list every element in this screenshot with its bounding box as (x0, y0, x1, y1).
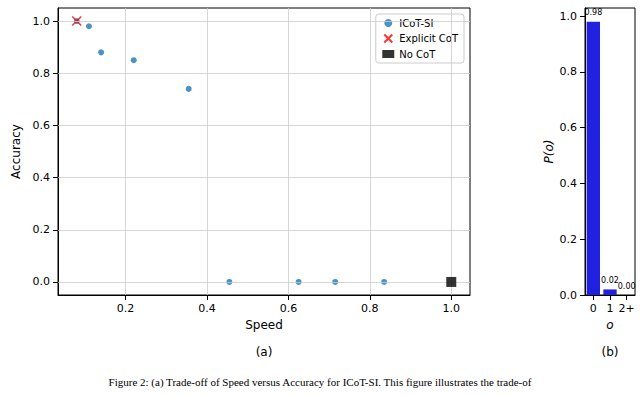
svg-text:0.4: 0.4 (198, 302, 216, 315)
svg-text:0.2: 0.2 (33, 223, 51, 236)
svg-text:Explicit CoT: Explicit CoT (399, 33, 459, 44)
svg-text:0.6: 0.6 (33, 119, 51, 132)
svg-text:0.98: 0.98 (584, 8, 602, 17)
svg-text:Figure 2: (a) Trade-off of Spe: Figure 2: (a) Trade-off of Speed versus … (109, 376, 532, 389)
svg-text:0.2: 0.2 (560, 233, 578, 246)
svg-text:0.4: 0.4 (33, 171, 51, 184)
svg-text:P(o): P(o) (542, 140, 556, 164)
svg-text:No CoT: No CoT (399, 49, 436, 60)
svg-text:1.0: 1.0 (443, 302, 461, 315)
svg-text:0.02: 0.02 (601, 276, 619, 285)
svg-text:1.0: 1.0 (33, 15, 51, 28)
svg-text:(a): (a) (256, 345, 273, 359)
svg-text:0.6: 0.6 (280, 302, 298, 315)
svg-text:0.6: 0.6 (560, 121, 578, 134)
svg-text:0.8: 0.8 (560, 65, 578, 78)
svg-text:0.4: 0.4 (560, 177, 578, 190)
svg-text:0.0: 0.0 (560, 289, 578, 302)
svg-text:1.0: 1.0 (560, 10, 578, 23)
svg-text:Speed: Speed (245, 318, 283, 332)
svg-text:0.2: 0.2 (117, 302, 134, 315)
svg-text:(b): (b) (602, 345, 619, 359)
svg-text:2+: 2+ (619, 302, 635, 315)
svg-text:0: 0 (590, 302, 597, 315)
svg-text:Accuracy: Accuracy (9, 124, 23, 179)
svg-text:0.00: 0.00 (618, 282, 636, 291)
svg-text:ICoT-SI: ICoT-SI (399, 18, 433, 29)
svg-text:0.8: 0.8 (361, 302, 379, 315)
svg-text:1: 1 (607, 302, 614, 315)
svg-text:0.8: 0.8 (33, 67, 51, 80)
svg-text:0.0: 0.0 (33, 275, 51, 288)
svg-text:o: o (606, 318, 613, 332)
